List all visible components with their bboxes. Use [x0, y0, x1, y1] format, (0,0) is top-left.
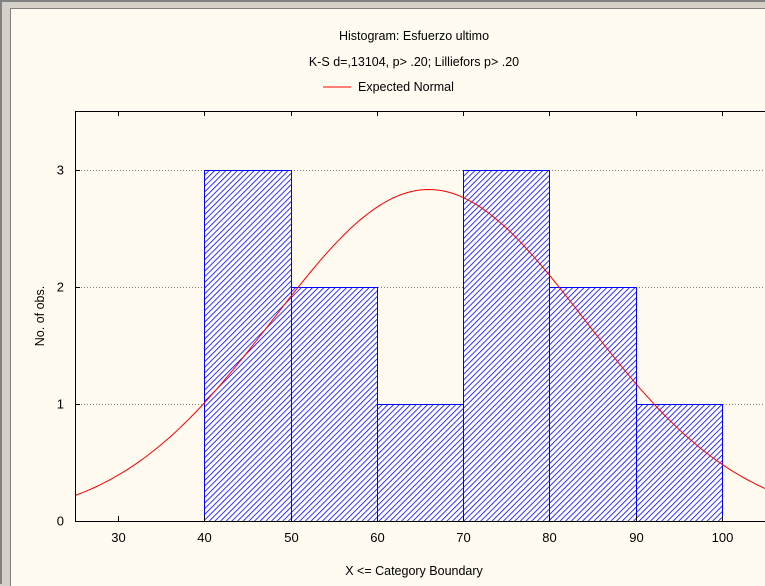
- expected-normal-curve: [75, 188, 765, 496]
- x-tick-label: 40: [197, 530, 211, 545]
- y-tick-label: 2: [57, 280, 64, 295]
- x-tick-label: 70: [456, 530, 470, 545]
- x-tick-label: 90: [629, 530, 643, 545]
- histogram-bar: [549, 287, 637, 522]
- chart-title: Histogram: Esfuerzo ultimo: [339, 29, 489, 43]
- histogram-bar: [463, 170, 550, 522]
- x-tick-label: 30: [111, 530, 125, 545]
- x-axis-label: X <= Category Boundary: [345, 564, 483, 578]
- x-tick-label: 50: [284, 530, 298, 545]
- legend-label-expected-normal: Expected Normal: [358, 80, 454, 94]
- histogram-bar: [291, 287, 378, 522]
- x-tick-label: 100: [712, 530, 734, 545]
- histogram-bar: [636, 404, 723, 522]
- y-tick-label: 1: [57, 397, 64, 412]
- y-tick-label: 0: [57, 514, 64, 529]
- x-tick-label: 80: [542, 530, 556, 545]
- histogram-bar: [377, 404, 464, 522]
- chart-subtitle: K-S d=,13104, p> .20; Lilliefors p> .20: [309, 55, 519, 69]
- x-tick-label: 60: [370, 530, 384, 545]
- histogram-bar: [204, 170, 292, 522]
- y-axis-label: No. of obs.: [33, 286, 47, 346]
- y-tick-label: 3: [57, 163, 64, 178]
